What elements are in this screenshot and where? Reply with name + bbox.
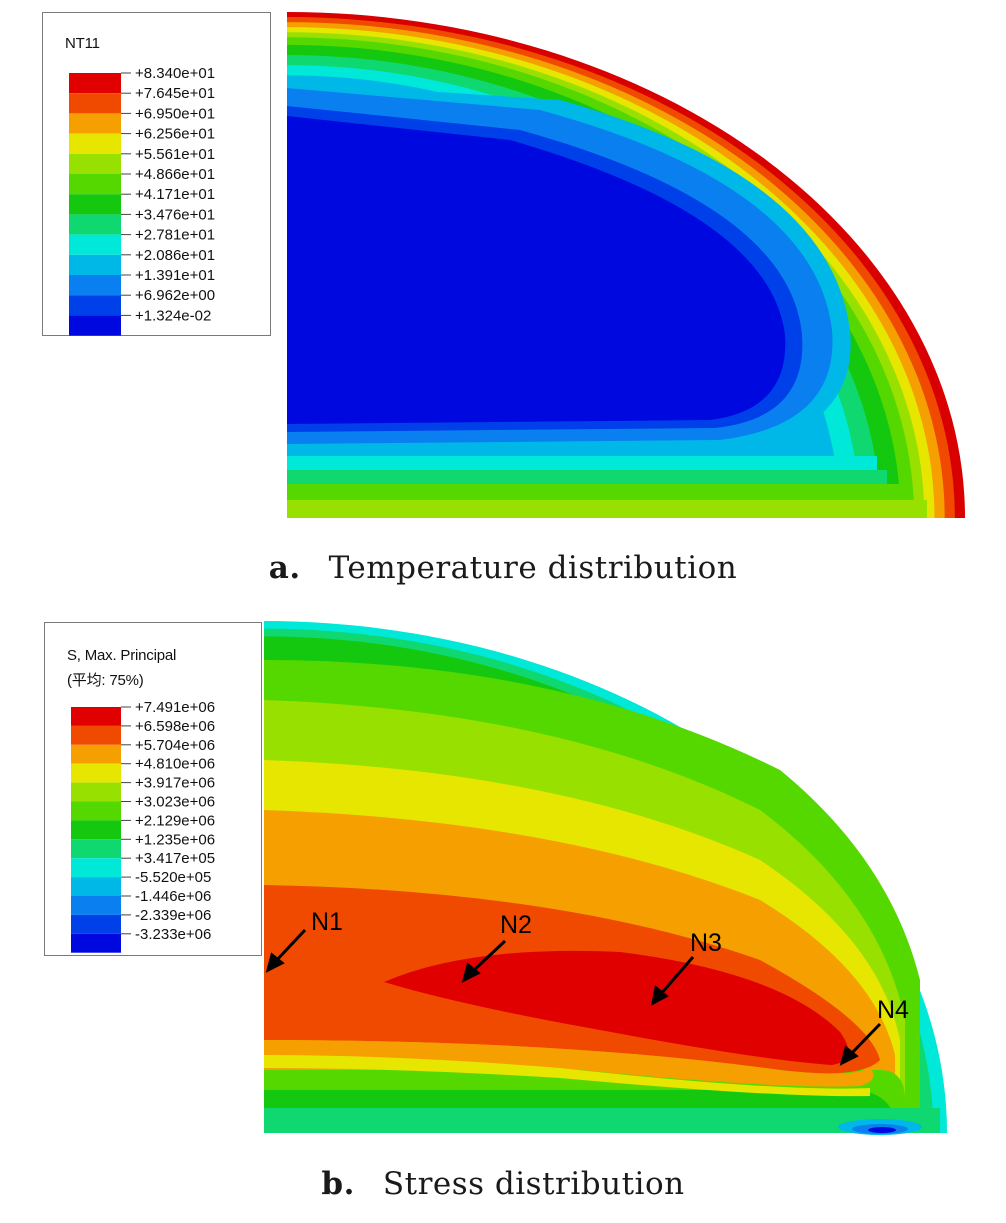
temperature-legend-swatch-10 [69,275,121,296]
stress-legend-label-2: +5.704e+06 [135,737,215,754]
temperature-legend-label-3: +6.256e+01 [135,126,215,143]
stress-contour-plot: N1 N2 N3 N4 [264,621,947,1135]
stress-legend-swatch-5 [71,801,121,821]
stress-legend-label-3: +4.810e+06 [135,756,215,773]
stress-legend-label-4: +3.917e+06 [135,775,215,792]
temperature-legend-label-10: +1.391e+01 [135,267,215,284]
stress-legend: S, Max. Principal (平均: 75%) +7.491e+06 +6… [44,622,262,956]
temperature-legend-swatch-12 [69,315,121,336]
stress-legend-swatch-3 [71,763,121,783]
stress-legend-label-7: +1.235e+06 [135,831,215,848]
n4-arrowhead [839,1045,859,1066]
panel-b-stress: N1 N2 N3 N4 S, Max. Principal (平均: 75%) … [0,600,1006,1223]
temperature-legend-swatch-11 [69,295,121,316]
caption-a: a. Temperature distribution [0,550,1006,586]
caption-b: b. Stress distribution [0,1166,1006,1202]
temperature-legend-swatch-8 [69,234,121,255]
n4-label: N4 [877,996,909,1024]
stress-legend-title-line1: S, Max. Principal [67,647,177,664]
temperature-legend-swatch-4 [69,153,121,174]
temperature-legend-label-4: +5.561e+01 [135,146,215,163]
n2-label: N2 [500,911,532,939]
n1-label: N1 [311,908,343,936]
temperature-legend-swatch-0 [69,73,121,94]
temperature-legend-title: NT11 [65,35,100,52]
caption-b-text: Stress distribution [382,1166,685,1202]
stress-legend-label-5: +3.023e+06 [135,794,215,811]
temperature-legend-label-5: +4.866e+01 [135,166,215,183]
n1-arrowhead [265,952,285,973]
caption-a-letter: a. [268,550,301,586]
temperature-legend-swatch-1 [69,93,121,114]
stress-legend-swatch-4 [71,782,121,802]
temperature-legend-label-1: +7.645e+01 [135,85,215,102]
temperature-legend-swatch-5 [69,174,121,195]
temperature-legend-label-9: +2.086e+01 [135,247,215,264]
stress-legend-swatch-10 [71,896,121,915]
stress-legend-swatch-2 [71,744,121,764]
stress-legend-swatch-6 [71,820,121,840]
temperature-legend-label-8: +2.781e+01 [135,227,215,244]
stress-legend-label-9: -5.520e+05 [135,869,211,886]
temperature-legend-swatch-3 [69,133,121,154]
panel-a-temperature: NT11 +8.340e+01 +7.645e+01 +6.950e+01 +6.25… [0,0,1006,600]
stress-legend-swatch-9 [71,877,121,896]
n3-arrowhead [650,985,669,1006]
stress-legend-scale: +7.491e+06 +6.598e+06 +5.704e+06 +4.810e+06… [71,699,215,953]
stress-legend-label-11: -2.339e+06 [135,907,211,924]
temperature-legend-swatch-2 [69,113,121,134]
temperature-legend: NT11 +8.340e+01 +7.645e+01 +6.950e+01 +6.25… [42,12,271,336]
stress-legend-label-10: -1.446e+06 [135,888,211,905]
temperature-legend-label-6: +4.171e+01 [135,186,215,203]
caption-a-text: Temperature distribution [328,550,738,586]
stress-legend-swatch-12 [71,933,121,953]
stress-legend-label-1: +6.598e+06 [135,718,215,735]
temperature-legend-label-7: +3.476e+01 [135,206,215,223]
stress-legend-label-12: -3.233e+06 [135,926,211,943]
n3-label: N3 [690,929,722,957]
temperature-legend-swatch-7 [69,214,121,235]
temperature-legend-swatch-9 [69,254,121,275]
stress-legend-swatch-1 [71,725,121,745]
n4-arrow [848,1022,882,1057]
temperature-legend-label-11: +6.962e+00 [135,287,215,304]
stress-legend-swatch-8 [71,858,121,878]
stress-legend-title-line2: (平均: 75%) [67,672,144,689]
temperature-legend-swatch-6 [69,194,121,215]
temperature-contour-plot [287,12,965,519]
stress-legend-swatch-11 [71,914,121,934]
temperature-legend-label-2: +6.950e+01 [135,105,215,122]
n2-arrowhead [461,962,481,983]
temperature-legend-label-12: +1.324e-02 [135,307,211,324]
n2-arrow [470,939,507,974]
stress-legend-label-0: +7.491e+06 [135,699,215,716]
stress-legend-swatch-0 [71,707,121,726]
temperature-legend-label-0: +8.340e+01 [135,65,215,82]
n3-arrow [658,956,695,996]
stress-legend-label-8: +3.417e+05 [135,850,215,867]
temperature-legend-scale: +8.340e+01 +7.645e+01 +6.950e+01 +6.256e+01… [69,65,215,336]
caption-b-letter: b. [321,1166,355,1202]
stress-legend-swatch-7 [71,839,121,859]
n1-arrow [273,928,307,964]
stress-legend-label-6: +2.129e+06 [135,812,215,829]
